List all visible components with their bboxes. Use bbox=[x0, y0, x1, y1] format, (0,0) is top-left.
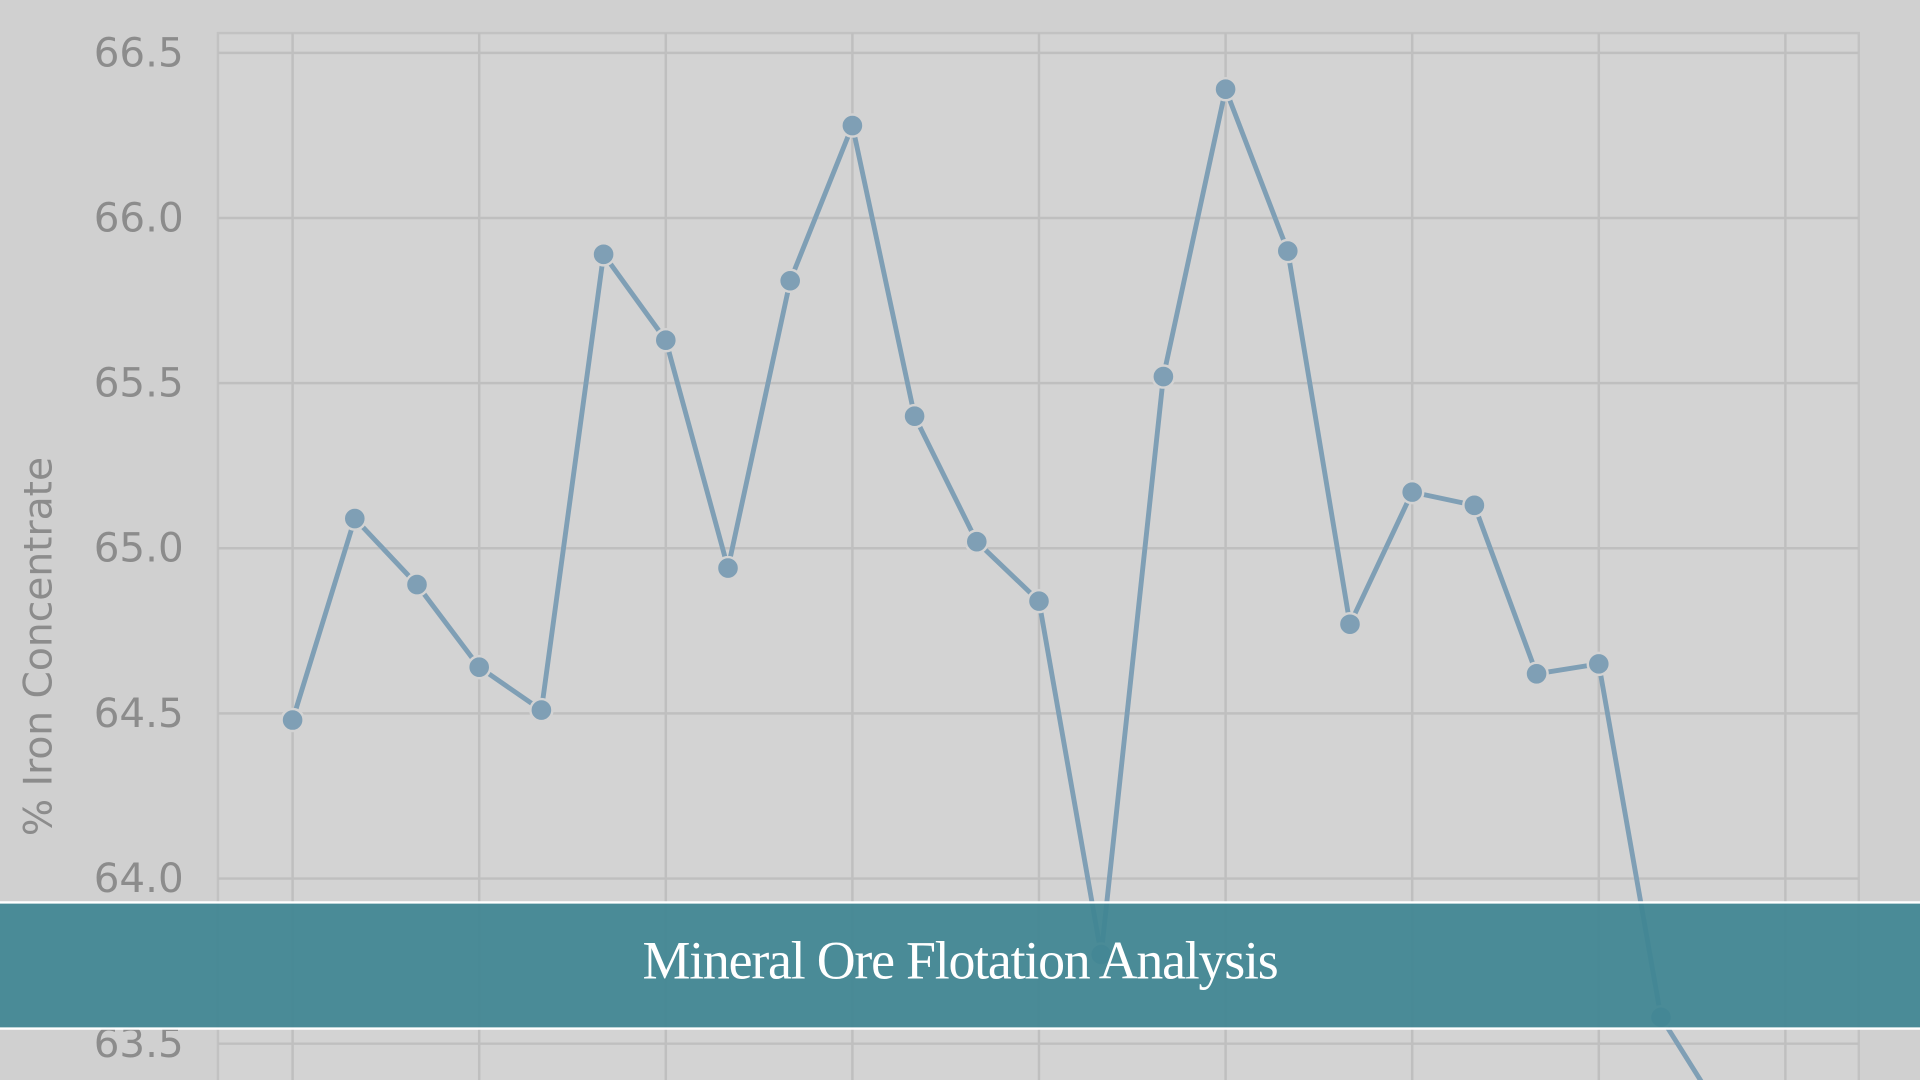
data-point bbox=[777, 268, 803, 294]
data-point bbox=[1524, 661, 1549, 687]
ticks: 63.564.064.565.065.566.066.5 bbox=[94, 28, 184, 1067]
y-tick-label: 65.0 bbox=[94, 524, 184, 572]
y-tick-label: 66.5 bbox=[94, 28, 184, 76]
data-point bbox=[1586, 651, 1612, 677]
data-point bbox=[1275, 238, 1301, 264]
y-axis-label: % Iron Concentrate bbox=[16, 457, 61, 836]
y-tick-label: 66.0 bbox=[94, 193, 184, 241]
banner bbox=[0, 902, 1920, 1029]
chart-title: Mineral Ore Flotation Analysis bbox=[643, 930, 1278, 990]
data-point bbox=[1337, 611, 1363, 637]
data-point bbox=[964, 529, 990, 554]
data-line bbox=[290, 86, 1704, 1080]
y-tick-label: 64.0 bbox=[94, 854, 184, 902]
data-point bbox=[715, 555, 741, 581]
data-point bbox=[902, 403, 927, 429]
y-tick-label: 64.5 bbox=[94, 689, 184, 737]
y-tick-label: 65.5 bbox=[94, 359, 184, 407]
data-point bbox=[404, 572, 430, 597]
data-point bbox=[529, 697, 554, 723]
data-point bbox=[342, 506, 368, 531]
data-point bbox=[653, 327, 679, 353]
data-point bbox=[1026, 588, 1052, 614]
data-point bbox=[280, 707, 305, 733]
title-banner: Mineral Ore Flotation Analysis bbox=[0, 901, 1920, 1030]
data-point bbox=[1151, 364, 1176, 389]
data-point bbox=[1462, 493, 1487, 518]
data-point bbox=[1213, 76, 1238, 102]
data-point bbox=[840, 113, 865, 138]
data-point bbox=[466, 654, 492, 680]
data-point bbox=[591, 242, 616, 267]
data-point bbox=[1399, 479, 1425, 505]
